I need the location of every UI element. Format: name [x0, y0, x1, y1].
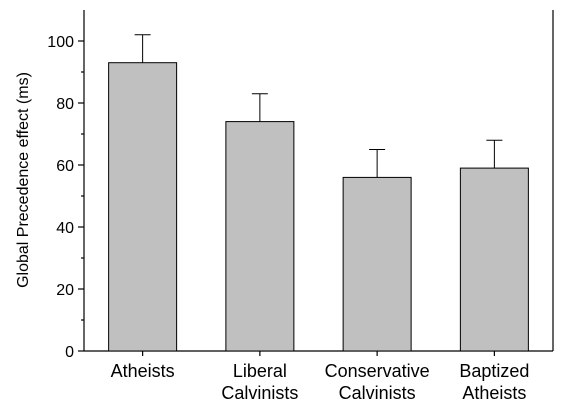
- y-tick-label: 0: [65, 344, 74, 361]
- x-tick-label-line: Liberal: [233, 361, 287, 381]
- bar-2: [342, 176, 412, 352]
- y-axis-title: Global Precedence effect (ms): [15, 72, 32, 288]
- x-tick-label: Atheists: [111, 361, 175, 381]
- axes: Global Precedence effect (ms): [15, 10, 554, 352]
- x-tick-label: Conservative Calvinists: [325, 361, 430, 403]
- error-bars: [134, 34, 503, 178]
- x-tick-label-line: Baptized: [459, 361, 529, 381]
- x-tick-label-line: Calvinists: [339, 383, 416, 403]
- bars: [108, 62, 529, 352]
- y-tick-label: 40: [56, 220, 74, 237]
- x-tick-label: Liberal Calvinists: [221, 361, 298, 403]
- x-tick-label-line: Atheists: [462, 383, 526, 403]
- y-ticks: 0 20 40 60 80 100: [47, 34, 84, 361]
- x-tick-label: Baptized Atheists: [459, 361, 529, 403]
- x-tick-label-line: Atheists: [111, 361, 175, 381]
- y-tick-label: 80: [56, 96, 74, 113]
- y-tick-label: 60: [56, 158, 74, 175]
- bar-3: [459, 167, 529, 352]
- x-tick-label-line: Calvinists: [221, 383, 298, 403]
- bar-1: [225, 121, 295, 352]
- x-tick-label-line: Conservative: [325, 361, 430, 381]
- y-tick-label: 20: [56, 282, 74, 299]
- bar-0: [108, 62, 178, 352]
- y-tick-label: 100: [47, 34, 74, 51]
